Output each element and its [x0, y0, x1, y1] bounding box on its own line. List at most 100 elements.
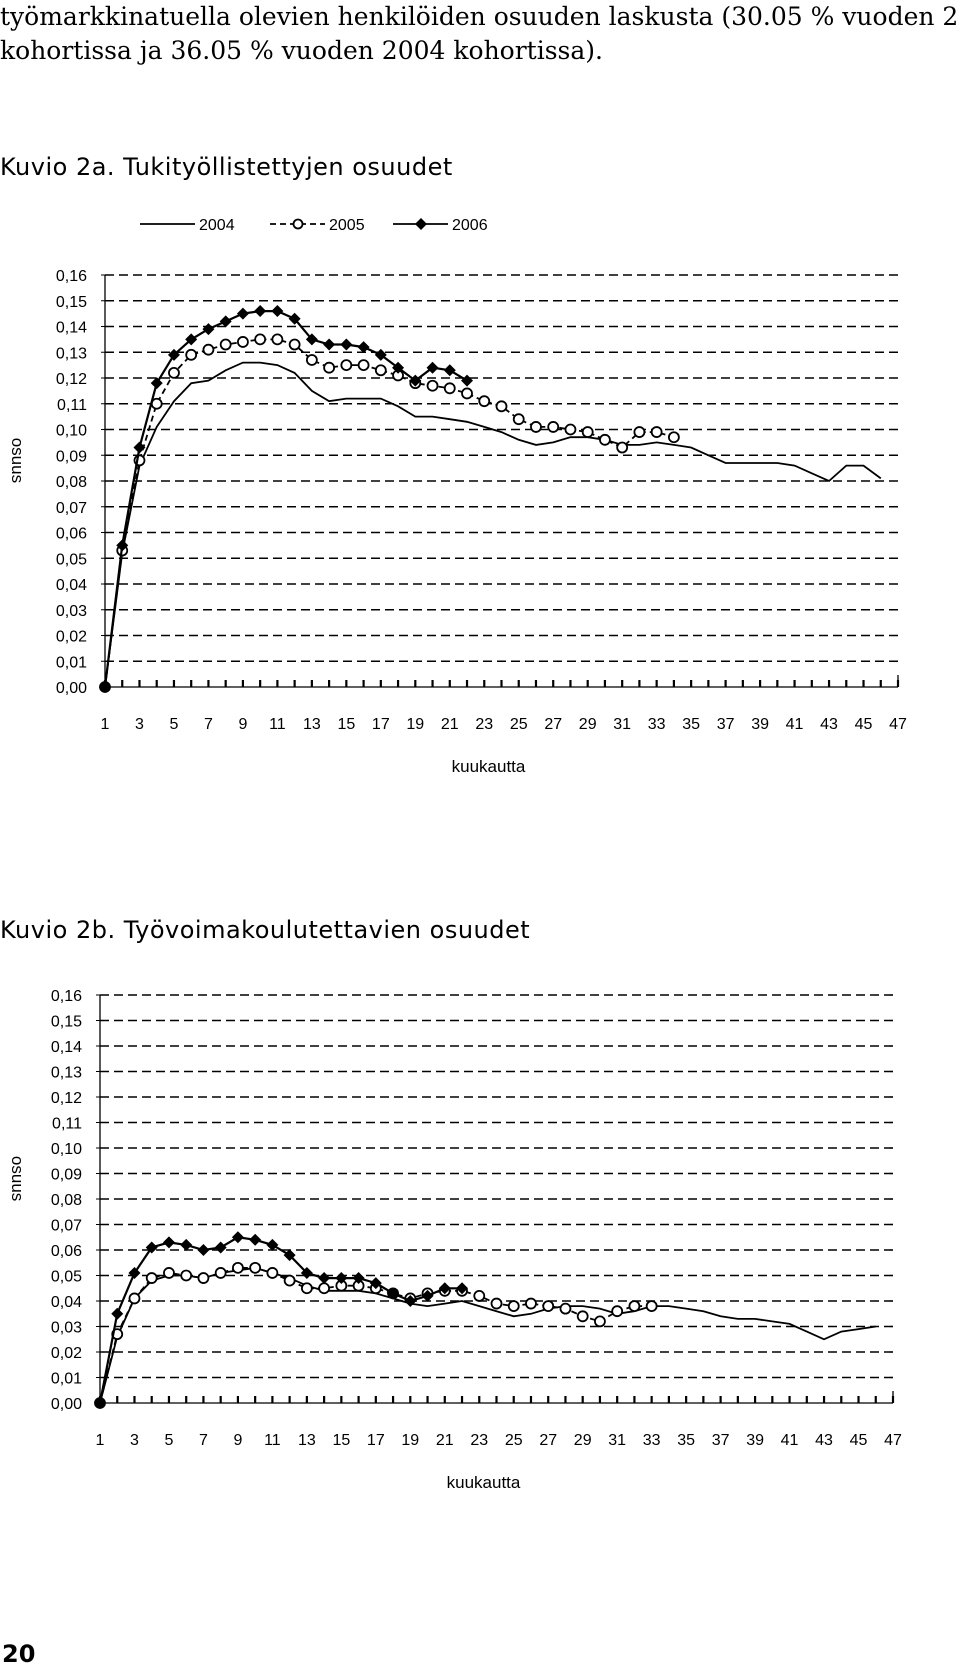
fig2b-series-line-2004	[99, 1266, 876, 1404]
fig2b-point-2005	[490, 1297, 503, 1310]
fig2b-point-2006	[197, 1244, 210, 1256]
fig2b-point-2005	[197, 1272, 210, 1284]
fig2a-y-tick-label: 0,16	[56, 268, 87, 285]
fig2a-x-tick-label: 15	[337, 716, 355, 733]
fig2a-series-line-2005	[104, 338, 675, 688]
fig2b-x-tick-label: 41	[781, 1432, 799, 1449]
fig2a-point-2006	[426, 361, 439, 374]
fig2b-series-line-2006	[98, 1236, 462, 1404]
fig2a-y-tick-label: 0,01	[56, 654, 87, 671]
figure-2b-caption: Kuvio 2b. Työvoimakoulutettavien osuudet	[0, 916, 531, 944]
fig2a-y-tick-label: 0,12	[56, 371, 87, 388]
fig2b-point-2005	[542, 1300, 555, 1313]
fig2a-x-tick-label: 47	[889, 716, 907, 733]
fig2a-point-2005	[305, 354, 318, 366]
intro-paragraph: työmarkkinatuella olevien henkilöiden os…	[0, 0, 960, 68]
intro-line-1: työmarkkinatuella olevien henkilöiden os…	[0, 2, 960, 31]
fig2b-x-tick-label: 3	[130, 1432, 139, 1449]
fig2b-x-tick-label: 33	[643, 1432, 661, 1449]
fig2b-point-2006	[300, 1266, 313, 1279]
fig2a-point-2005	[254, 333, 267, 346]
fig2a-point-2006	[443, 364, 456, 377]
fig2a-point-2006	[340, 338, 353, 351]
fig2a-point-2005	[616, 441, 629, 454]
fig2a-point-2006	[133, 441, 146, 454]
fig2b-x-tick-label: 31	[608, 1432, 626, 1449]
fig2b-y-tick-label: 0,16	[51, 988, 82, 1005]
fig2b-x-tick-label: 11	[264, 1432, 281, 1449]
fig2b-point-2006	[456, 1282, 469, 1295]
fig2b-point-2005	[128, 1292, 141, 1305]
fig2b-point-2006	[214, 1241, 227, 1254]
fig2a-point-2006	[202, 323, 215, 336]
fig2b-y-tick-label: 0,15	[51, 1014, 82, 1031]
fig2a-point-2005	[495, 400, 508, 413]
fig2a-point-2006	[374, 348, 387, 361]
fig2b-y-axis-label: osuus	[8, 1156, 27, 1201]
fig2b-y-tick-label: 0,01	[51, 1371, 82, 1388]
fig2b-x-tick-label: 5	[165, 1432, 174, 1449]
fig2b-point-2005	[300, 1282, 313, 1295]
fig2a-x-tick-label: 7	[204, 716, 213, 733]
fig2a-point-2005	[202, 343, 215, 356]
fig2b-point-2006	[438, 1282, 451, 1295]
fig2a-origin-point	[99, 681, 111, 693]
fig2b-y-tick-label: 0,07	[51, 1218, 82, 1235]
fig2a-x-tick-label: 1	[101, 716, 110, 733]
fig2a-series-line-2004	[104, 361, 882, 688]
fig2a-point-2005	[426, 379, 439, 392]
fig2b-point-2005	[473, 1289, 486, 1302]
fig2a-x-tick-label: 39	[751, 716, 769, 733]
fig2a-point-2006	[116, 539, 129, 552]
fig2a-y-tick-label: 0,06	[56, 526, 87, 543]
fig2b-y-tick-label: 0,03	[51, 1320, 82, 1337]
fig2a-point-2005	[633, 426, 646, 438]
fig2b-point-2006	[318, 1272, 331, 1285]
fig2b-point-2006	[111, 1307, 124, 1320]
intro-line-2: kohortissa ja 36.05 % vuoden 2004 kohort…	[0, 36, 603, 65]
fig2b-x-tick-label: 7	[199, 1432, 208, 1449]
fig2a-point-2005	[547, 421, 560, 433]
fig2b-y-tick-label: 0,00	[51, 1396, 82, 1413]
page-number: 20	[2, 1640, 36, 1668]
fig2b-y-tick-label: 0,14	[51, 1039, 82, 1056]
fig2a-point-2006	[323, 338, 336, 351]
fig2a-series-line-2006	[103, 310, 468, 688]
fig2a-x-axis-label: kuukautta	[452, 757, 526, 776]
fig2b-y-tick-label: 0,11	[52, 1116, 82, 1133]
fig2b-point-2006	[266, 1238, 279, 1251]
fig2a-point-2006	[288, 312, 301, 325]
fig2a-point-2006	[254, 305, 267, 318]
fig2a-point-2005	[461, 387, 473, 400]
fig2b-y-tick-label: 0,04	[51, 1294, 82, 1311]
fig2a-y-tick-label: 0,11	[57, 397, 87, 414]
fig2b-x-tick-label: 1	[96, 1432, 105, 1449]
fig2b-point-2005	[283, 1274, 296, 1287]
fig2b-point-2005	[645, 1300, 658, 1313]
fig2a-x-tick-label: 13	[303, 716, 321, 733]
fig2a-x-tick-label: 23	[475, 716, 493, 733]
fig2a-y-tick-label: 0,07	[56, 500, 87, 517]
fig2a-point-2005	[374, 364, 387, 377]
fig2a-point-2006	[167, 348, 180, 361]
fig2b-point-2005	[594, 1315, 606, 1328]
fig2b-y-tick-label: 0,08	[51, 1192, 82, 1209]
fig2b-x-tick-label: 29	[574, 1432, 592, 1449]
fig2b-y-tick-label: 0,02	[51, 1345, 82, 1362]
fig2a-x-tick-label: 3	[135, 716, 144, 733]
fig2b-point-2005	[525, 1297, 537, 1310]
fig2b-point-2005	[559, 1302, 572, 1315]
fig2b-point-2005	[163, 1267, 175, 1279]
fig2a-point-2006	[461, 374, 474, 387]
fig2b-x-tick-label: 17	[367, 1432, 385, 1449]
fig2b-x-tick-label: 43	[815, 1432, 833, 1449]
fig2a-point-2005	[530, 421, 542, 433]
fig2b-point-2005	[507, 1300, 520, 1313]
fig2a-x-tick-label: 33	[648, 716, 666, 733]
fig2a-x-tick-label: 19	[406, 716, 424, 733]
fig2b-point-2006	[369, 1277, 382, 1290]
figure-2b-chart: 0,00 0,01 0,02 0,03 0,04 0,05 0,06 0,07 0,08 0,09…	[8, 988, 902, 1492]
fig2a-x-tick-label: 45	[855, 716, 873, 733]
fig2b-point-2005	[576, 1310, 589, 1323]
fig2a-x-tick-label: 21	[441, 716, 459, 733]
